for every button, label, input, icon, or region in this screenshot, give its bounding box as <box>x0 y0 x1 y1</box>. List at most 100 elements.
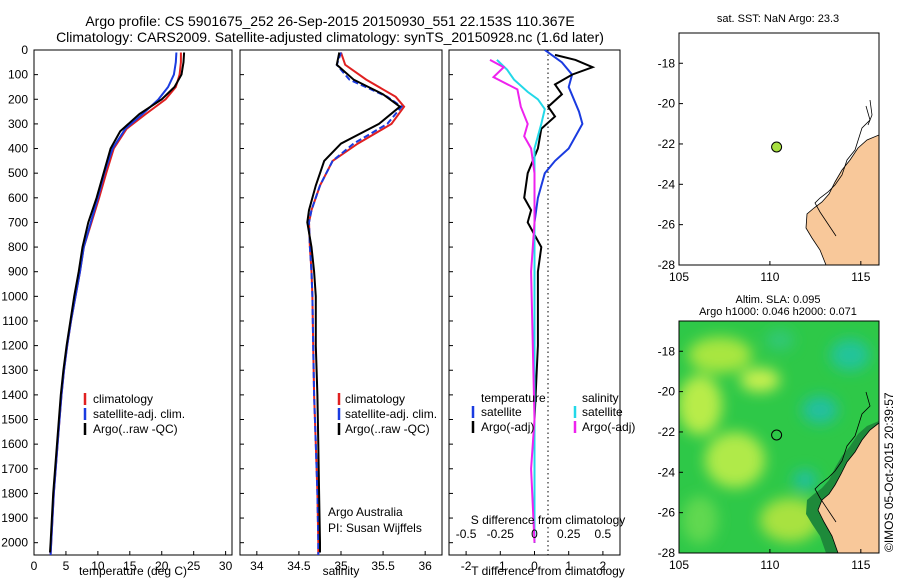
x-tick-label: 34.5 <box>287 559 311 573</box>
s-difference-label: S difference from climatology <box>471 513 626 527</box>
map-y-tick-label: -28 <box>658 258 676 272</box>
series-line-salinity-argo-adj- <box>489 59 536 543</box>
x-tick-label: 0 <box>531 559 538 573</box>
map-y-tick-label: -26 <box>658 218 676 232</box>
depth-tick-label: 0 <box>21 43 28 57</box>
map2-title-1: Altim. SLA: 0.095 <box>736 294 821 306</box>
s-tick-label: 0.25 <box>557 527 581 541</box>
difference-legend: temperature satellite Argo(-adj) salinit… <box>471 391 635 434</box>
map2-x-axis: 105 110 115 <box>669 549 871 572</box>
map1-float-marker <box>771 141 783 153</box>
legend-t-satellite: satellite <box>481 405 522 419</box>
map-x-tick-label: 110 <box>760 558 779 572</box>
depth-tick-label: 200 <box>8 92 28 106</box>
map2-frame <box>678 320 880 554</box>
series-line-satellite-adj-clim- <box>307 52 404 555</box>
map1-outer-contour <box>867 99 873 126</box>
title-line-1: Argo profile: CS 5901675_252 26-Sep-2015… <box>85 13 574 29</box>
map1-shelf-contour <box>814 105 871 237</box>
depth-tick-label: 900 <box>8 265 28 279</box>
legend-temperature-heading: temperature <box>481 391 546 405</box>
map2-land <box>817 422 879 553</box>
x-tick-label: 5 <box>63 559 70 573</box>
x-tick-label: 20 <box>155 559 169 573</box>
salinity-axis-label: salinity <box>323 564 360 578</box>
salinity-x-axis: 34 34.5 35 35.5 36 <box>250 551 432 573</box>
legend-climatology: climatology <box>93 392 153 406</box>
x-tick-label: -2 <box>461 559 472 573</box>
series-line-climatology <box>307 52 406 555</box>
depth-tick-label: 400 <box>8 142 28 156</box>
depth-axis: 0 100 200 300 400 500 600 700 800 900 1000 1100 1200… <box>1 43 453 550</box>
depth-tick-label: 1500 <box>1 413 28 427</box>
t-difference-label: T difference from climatology <box>471 564 625 578</box>
map-y-tick-label: -18 <box>658 344 676 358</box>
map1-frame <box>678 32 880 266</box>
map2-contour <box>814 391 871 523</box>
map-x-tick-label: 110 <box>760 270 779 284</box>
x-tick-label: 10 <box>91 559 105 573</box>
x-tick-label: 2 <box>600 559 607 573</box>
map-y-tick-label: -24 <box>658 465 676 479</box>
x-tick-label: 15 <box>123 559 137 573</box>
temperature-lines <box>49 52 186 555</box>
x-tick-label: 25 <box>187 559 201 573</box>
map1-y-axis: -18 -20 -22 -24 -26 -28 <box>658 56 683 272</box>
map1-land <box>805 134 879 265</box>
depth-tick-label: 1800 <box>1 486 28 500</box>
depth-tick-label: 800 <box>8 240 28 254</box>
map2-float-marker <box>771 429 783 441</box>
legend-s-climatology: climatology <box>345 392 405 406</box>
series-line-argo-raw-qc- <box>306 52 402 553</box>
s-tick-label: 0.5 <box>595 527 612 541</box>
depth-tick-label: 1400 <box>1 388 28 402</box>
depth-tick-label: 1900 <box>1 511 28 525</box>
x-tick-label: 35 <box>334 559 348 573</box>
pi-label: PI: Susan Wijffels <box>328 521 422 535</box>
temperature-panel-frame <box>33 49 233 556</box>
map-y-tick-label: -28 <box>658 546 676 560</box>
depth-tick-label: 600 <box>8 191 28 205</box>
s-tick-label: 0 <box>531 527 538 541</box>
series-line-argo-adj- <box>523 53 596 543</box>
temperature-legend: climatology satellite-adj. clim. Argo(..… <box>83 392 185 436</box>
depth-tick-label: 1100 <box>2 314 28 328</box>
title-line-2: Climatology: CARS2009. Satellite-adjuste… <box>56 29 604 45</box>
map-x-tick-label: 105 <box>669 558 689 572</box>
depth-tick-label: 2000 <box>1 536 28 550</box>
x-tick-label: 30 <box>219 559 233 573</box>
legend-salinity-heading: salinity <box>582 391 619 405</box>
legend-s-argo: Argo(..raw -QC) <box>345 422 430 436</box>
x-tick-label: 34 <box>250 559 264 573</box>
depth-tick-label: 700 <box>8 215 28 229</box>
map-x-tick-label: 115 <box>851 558 870 572</box>
legend-s-sat: satellite <box>582 405 623 419</box>
legend-argo: Argo(..raw -QC) <box>93 422 178 436</box>
salinity-legend: climatology satellite-adj. clim. Argo(..… <box>337 392 437 436</box>
map-y-tick-label: -22 <box>658 137 676 151</box>
depth-tick-label: 1300 <box>1 363 28 377</box>
map-y-tick-label: -18 <box>658 56 676 70</box>
legend-t-argo: Argo(-adj) <box>481 420 534 434</box>
argo-australia-label: Argo Australia <box>328 505 403 519</box>
temperature-x-axis: 0 5 10 15 20 25 30 <box>31 551 233 573</box>
depth-tick-label: 1000 <box>1 289 28 303</box>
map2-title-2: Argo h1000: 0.046 h2000: 0.071 <box>699 306 857 318</box>
difference-lines <box>489 50 596 543</box>
map-x-tick-label: 105 <box>669 270 689 284</box>
depth-tick-label: 100 <box>8 68 28 82</box>
s-tick-label: -0.25 <box>487 527 515 541</box>
s-tick-label: -0.5 <box>456 527 477 541</box>
map-y-tick-label: -22 <box>658 425 676 439</box>
series-line-satellite-adj-clim- <box>49 52 178 555</box>
difference-x-axis: -2 -1 0 1 2 <box>461 551 607 573</box>
x-tick-label: 1 <box>565 559 572 573</box>
depth-tick-label: 300 <box>8 117 28 131</box>
salinity-panel-frame <box>239 49 443 556</box>
map2-anomaly-blobs <box>679 330 870 544</box>
map-y-tick-label: -26 <box>658 506 676 520</box>
depth-tick-label: 1700 <box>1 462 28 476</box>
map-y-tick-label: -20 <box>658 97 676 111</box>
x-tick-label: 36 <box>418 559 432 573</box>
